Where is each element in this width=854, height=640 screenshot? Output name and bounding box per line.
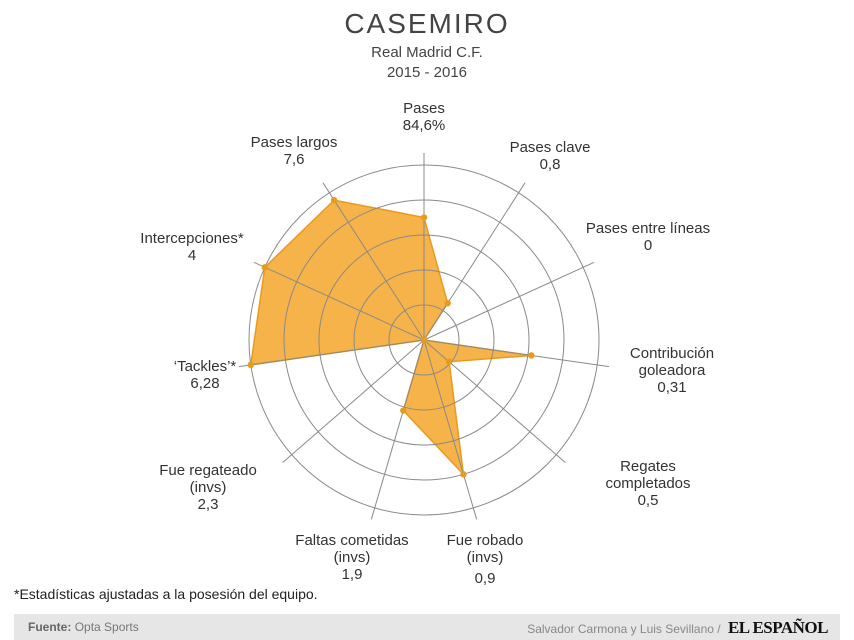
axis-spoke (253, 261, 425, 341)
axis-name: Contribución (629, 345, 715, 362)
chart-title: CASEMIRO (344, 8, 510, 39)
team-name: Real Madrid C.F. (371, 44, 483, 61)
axis-label: Pases largos 7,6 (251, 134, 338, 168)
axis-value: 2,3 (197, 496, 219, 513)
axis-label: Intercepciones* 4 (140, 230, 243, 264)
axis-name: Pases entre líneas (585, 220, 711, 237)
axis-label: Pases 84,6% (403, 100, 446, 134)
axis-value: 1,9 (341, 566, 363, 583)
data-point (420, 336, 428, 344)
axis-name: (invs) (466, 549, 504, 566)
axis-spoke (423, 182, 526, 341)
axis-label: Faltas cometidas (invs) 1,9 (295, 532, 408, 583)
axis-label: Fue robado (invs) 0,9 (447, 532, 524, 587)
data-point (261, 264, 269, 271)
axis-value: 0,8 (539, 156, 561, 173)
source: Fuente: Opta Sports (28, 620, 139, 634)
axis-spoke (423, 339, 610, 368)
axis-value: 0,31 (657, 379, 687, 396)
axis-spoke (322, 182, 425, 341)
footnote: *Estadísticas ajustadas a la posesión de… (14, 586, 318, 602)
data-point (330, 196, 338, 204)
axis-label: Regates completados 0,5 (605, 458, 690, 509)
source-value: Opta Sports (74, 620, 139, 634)
axis-name: Pases clave (509, 139, 591, 156)
data-point (420, 214, 428, 221)
data-point (460, 471, 467, 478)
axis-name: Faltas cometidas (295, 532, 409, 549)
axis-name: ‘Tackles’* (173, 358, 237, 375)
axis-label: Pases clave 0,8 (510, 139, 591, 173)
data-point (528, 352, 535, 359)
data-point (400, 407, 407, 414)
axis-label: Fue regateado (invs) 2,3 (159, 462, 257, 513)
axis-name: Fue robado (446, 532, 524, 549)
axis-value: 84,6% (402, 117, 446, 134)
axis-value: 7,6 (283, 151, 305, 168)
axis-label: ‘Tackles’* 6,28 (174, 358, 237, 392)
axis-name: goleadora (638, 362, 706, 379)
axis-spoke (370, 339, 425, 520)
axis-value: 0,9 (474, 570, 496, 587)
axis-value: 0 (643, 237, 653, 254)
season: 2015 - 2016 (386, 64, 468, 81)
data-polygon (249, 199, 532, 477)
axis-value: 4 (187, 247, 197, 264)
axis-name: Pases (403, 100, 445, 117)
axis-name: Regates (620, 458, 676, 475)
axis-name: Pases largos (250, 134, 338, 151)
axis-name: Fue regateado (159, 462, 257, 479)
axis-spoke (423, 261, 595, 341)
axis-value: 6,28 (190, 375, 220, 392)
axis-spoke (423, 339, 478, 520)
axis-name: Intercepciones* (140, 230, 244, 247)
axis-value: 0,5 (637, 492, 659, 509)
data-point (444, 299, 451, 307)
data-point (445, 358, 453, 365)
axis-spoke (282, 339, 425, 463)
data-point (247, 361, 254, 369)
footer-bar: Fuente: Opta Sports Salvador Carmona y L… (14, 614, 840, 640)
source-label: Fuente: (28, 620, 72, 634)
axis-label: Pases entre líneas 0 (586, 220, 710, 254)
axis-name: (invs) (333, 549, 371, 566)
brand-logo: EL ESPAÑOL (727, 618, 829, 637)
axis-spoke (238, 339, 425, 368)
credit: Salvador Carmona y Luis Sevillano / EL E… (527, 618, 828, 638)
axis-label: Contribución goleadora 0,31 (630, 345, 714, 396)
authors: Salvador Carmona y Luis Sevillano / (527, 622, 721, 636)
axis-name: completados (605, 475, 691, 492)
axis-name: (invs) (189, 479, 227, 496)
